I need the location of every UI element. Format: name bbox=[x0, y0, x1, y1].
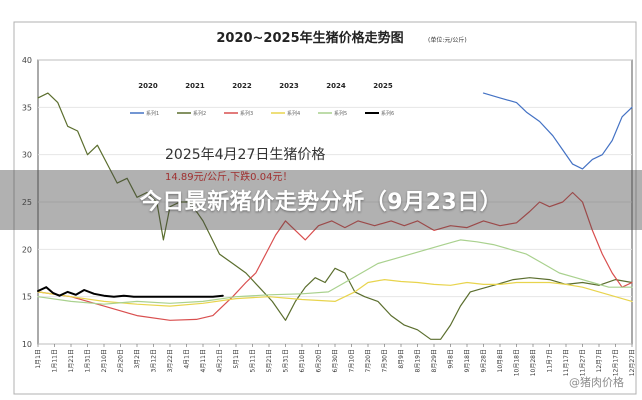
y-tick-label: 25 bbox=[22, 198, 32, 207]
x-tick-label: 1月31日 bbox=[85, 349, 92, 372]
series-line-2020 bbox=[482, 92, 633, 170]
x-tick-label: 2月20日 bbox=[118, 349, 125, 372]
legend-year: 2022 bbox=[232, 82, 252, 90]
y-axis: 10 15 20 25 30 35 40 bbox=[22, 56, 32, 349]
annotation-title: 2025年4月27日生猪价格 bbox=[165, 147, 325, 163]
x-tick-label: 10月8日 bbox=[497, 349, 504, 372]
series-line-2025 bbox=[37, 286, 224, 298]
x-tick-label: 12月7日 bbox=[596, 349, 603, 372]
x-tick-label: 10月18日 bbox=[514, 349, 521, 376]
x-tick-label: 3月12日 bbox=[151, 349, 158, 372]
legend-year: 2023 bbox=[279, 82, 299, 90]
series-line-2022 bbox=[37, 191, 633, 321]
x-tick-label: 2月10日 bbox=[101, 349, 108, 372]
x-tick-label: 6月20日 bbox=[316, 349, 323, 372]
x-tick-label: 8月9日 bbox=[398, 349, 405, 369]
watermark: @猪肉价格 bbox=[569, 376, 624, 389]
series-line-2024 bbox=[37, 239, 633, 305]
y-tick-label: 15 bbox=[22, 293, 32, 302]
x-tick-label: 4月1日 bbox=[184, 349, 191, 369]
x-tick-label: 7月20日 bbox=[365, 349, 372, 372]
headline-banner: 今日最新猪价走势分析（9月23日） bbox=[0, 170, 642, 230]
legend-year: 2025 bbox=[373, 82, 393, 90]
series-lines bbox=[37, 92, 633, 340]
x-tick-label: 3月2日 bbox=[134, 349, 141, 369]
x-tick-label: 12月27日 bbox=[629, 349, 636, 376]
x-tick-label: 9月8日 bbox=[448, 349, 455, 369]
x-tick-label: 8月19日 bbox=[415, 349, 422, 372]
x-tick-label: 1月11日 bbox=[52, 349, 59, 372]
x-tick-label: 8月29日 bbox=[431, 349, 438, 372]
chart-title-note: (单位:元/公斤) bbox=[428, 36, 467, 44]
x-tick-label: 6月10日 bbox=[299, 349, 306, 372]
x-tick-label: 12月17日 bbox=[613, 349, 620, 376]
x-tick-label: 1月1日 bbox=[35, 349, 42, 369]
x-tick-label: 7月10日 bbox=[349, 349, 356, 372]
y-tick-label: 40 bbox=[22, 56, 32, 65]
y-tick-label: 20 bbox=[22, 245, 32, 254]
x-tick-label: 5月11日 bbox=[250, 349, 257, 372]
legend-label: 系列6 bbox=[381, 110, 394, 117]
x-tick-label: 5月31日 bbox=[283, 349, 290, 372]
x-tick-label: 4月11日 bbox=[200, 349, 207, 372]
y-tick-label: 10 bbox=[22, 340, 32, 349]
legend-year: 2020 bbox=[138, 82, 158, 90]
chart-title: 2020~2025年生猪价格走势图 bbox=[216, 30, 403, 46]
x-tick-label: 5月1日 bbox=[233, 349, 240, 369]
x-tick-label: 3月22日 bbox=[167, 349, 174, 372]
legend: 2020 系列1 2021 系列2 2022 系列3 2023 系列4 2024 系列5 2025 系… bbox=[130, 82, 394, 117]
legend-year: 2024 bbox=[326, 82, 346, 90]
legend-label: 系列4 bbox=[287, 110, 300, 117]
x-tick-label: 4月21日 bbox=[217, 349, 224, 372]
legend-label: 系列5 bbox=[334, 110, 347, 117]
x-tick-label: 11月27日 bbox=[580, 349, 587, 376]
y-tick-label: 35 bbox=[22, 103, 32, 112]
legend-label: 系列1 bbox=[146, 110, 159, 117]
x-tick-label: 9月28日 bbox=[481, 349, 488, 372]
annotation-price: 14.89元/公斤,下跌0.04元！ bbox=[165, 170, 292, 183]
x-tick-label: 6月30日 bbox=[332, 349, 339, 372]
x-tick-label: 7月30日 bbox=[382, 349, 389, 372]
x-tick-label: 9月18日 bbox=[464, 349, 471, 372]
y-tick-label: 30 bbox=[22, 151, 32, 160]
series-line-2021 bbox=[37, 92, 633, 340]
headline-text: 今日最新猪价走势分析（9月23日） bbox=[139, 190, 503, 215]
x-tick-label: 11月7日 bbox=[547, 349, 554, 372]
legend-year: 2021 bbox=[185, 82, 205, 90]
x-tick-label: 10月28日 bbox=[530, 349, 537, 376]
x-tick-label: 1月21日 bbox=[68, 349, 75, 372]
legend-label: 系列2 bbox=[193, 110, 206, 117]
series-line-2023 bbox=[37, 279, 633, 307]
legend-label: 系列3 bbox=[240, 110, 253, 117]
x-tick-label: 11月17日 bbox=[563, 349, 570, 376]
x-tick-label: 5月21日 bbox=[266, 349, 273, 372]
x-axis: 1月1日 1月11日 1月21日 1月31日 2月10日 2月20日 3月2日 3月12日 3月… bbox=[35, 344, 636, 376]
